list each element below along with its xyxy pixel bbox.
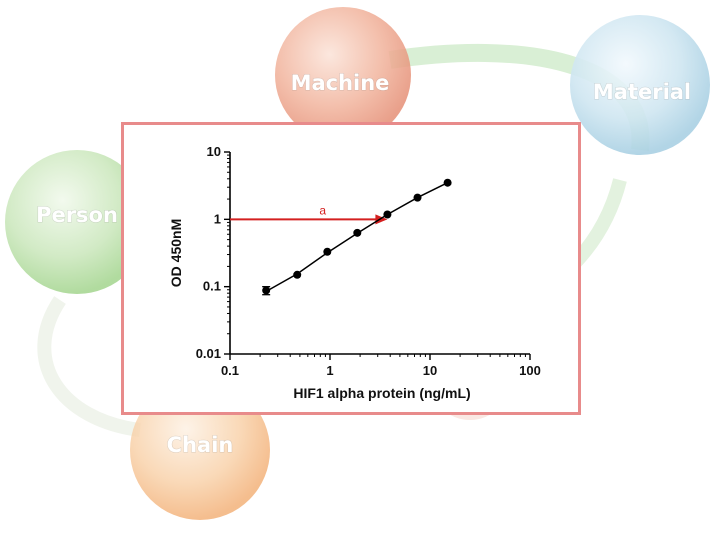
x-tick-label: 10 [423, 363, 437, 378]
axes [229, 152, 530, 355]
data-point [443, 178, 452, 187]
bubble-material: Material [570, 15, 710, 155]
data-points [262, 178, 452, 296]
y-tick-label: 10 [207, 144, 221, 159]
y-tick-label: 0.01 [196, 346, 221, 361]
x-tick-label: 1 [326, 363, 333, 378]
data-point [262, 286, 271, 295]
data-point [293, 270, 302, 279]
data-point [413, 193, 422, 202]
y-tick-label: 1 [214, 211, 221, 226]
x-axis-label: HIF1 alpha protein (ng/mL) [293, 385, 470, 401]
data-point [323, 247, 332, 256]
bubble-label-material: Material [593, 80, 691, 104]
y-axis-label: OD 450nM [168, 219, 184, 287]
bubble-person: Person [5, 150, 149, 294]
bubble-machine: Machine [275, 7, 411, 143]
annotation-label: a [319, 203, 326, 217]
data-point [383, 210, 392, 219]
annotation-arrow-head [375, 214, 388, 225]
ring-arc [37, 296, 141, 437]
x-tick-label: 100 [519, 363, 541, 378]
bubble-label-chain: Chain [167, 433, 234, 457]
annotation: a [230, 203, 388, 225]
x-tick-label: 0.1 [221, 363, 239, 378]
bubble-label-machine: Machine [291, 71, 390, 95]
bubble-label-person: Person [36, 203, 118, 227]
bubble-chain: Chain [130, 380, 270, 520]
data-point [353, 228, 362, 237]
y-tick-label: 0.1 [203, 279, 221, 294]
figure-panel: 0.01 0.1 1 10 0.1 1 10 100 a HIF1 alpha protein… [121, 122, 581, 415]
